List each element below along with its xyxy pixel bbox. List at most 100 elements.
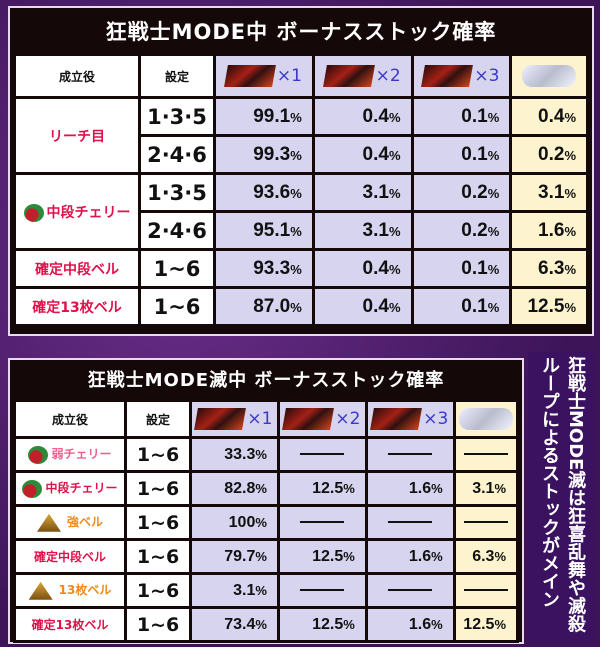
value-cell: — (279, 575, 365, 606)
cherry-icon (23, 203, 44, 222)
value-cell: 79.7% (192, 541, 277, 572)
table-mode: 狂戦士MODE中 ボーナスストック確率 成立役 設定 ×1 ×2 ×3 リーチ目 1·… (8, 6, 594, 336)
value-cell: 0.4% (512, 99, 586, 134)
stock-table: 成立役 設定 ×1×2×3 弱チェリー1~633.3%———中段チェリー1~68… (13, 399, 519, 643)
value-cell: 87.0% (216, 289, 312, 324)
dash: — (300, 453, 345, 456)
role-label: 確定中段ベル (16, 541, 124, 572)
table-row: 中段チェリー 1·3·5 93.6% 3.1% 0.2% 3.1% (16, 175, 586, 248)
value-cell: 93.3% (216, 251, 312, 286)
header-x1: ×1 (216, 56, 312, 96)
dash: — (463, 589, 508, 592)
value-cell: 6.3% (455, 541, 516, 572)
value-cell: 0.4% (314, 251, 411, 286)
bonus-icon (370, 408, 423, 430)
header-setting: 設定 (127, 402, 189, 436)
bonus-icon (421, 65, 474, 87)
value-cell: 100% (192, 507, 277, 538)
table-row: 2·4·6 95.1% 3.1% 0.2% 1.6% (16, 213, 586, 248)
dash: — (388, 589, 433, 592)
value-cell: 0.2% (413, 213, 510, 248)
cherry-icon (28, 445, 49, 464)
value-cell: 12.5% (279, 473, 365, 504)
value-cell: 3.1% (455, 473, 516, 504)
value-cell: 93.6% (216, 175, 312, 210)
value-cell: — (367, 507, 453, 538)
bonus-icon (282, 408, 335, 430)
setting-cell: 2·4·6 (141, 213, 213, 248)
value-cell: 3.1% (314, 213, 411, 248)
table-row: 強ベル1~6100% — — — (16, 507, 516, 538)
header-role: 成立役 (16, 56, 138, 96)
setting-cell: 1~6 (127, 507, 189, 538)
table-row: 確定13枚ベル 1~6 87.0% 0.4% 0.1% 12.5% (16, 289, 586, 324)
value-cell: 0.4% (314, 99, 411, 134)
table-row: 確定中段ベル 1~6 93.3% 0.4% 0.1% 6.3% (16, 251, 586, 286)
role-label: 中段チェリー (16, 175, 138, 248)
value-cell: 12.5% (279, 609, 365, 640)
setting-cell: 1~6 (127, 575, 189, 606)
value-cell: 0.4% (314, 137, 411, 172)
role-label: 13枚ベル (16, 575, 124, 606)
table-mode-metsu: 狂戦士MODE滅中 ボーナスストック確率 成立役 設定 ×1 ×2 ×3 弱チェリー… (8, 358, 524, 644)
value-cell: 0.2% (512, 137, 586, 172)
value-cell: 0.1% (413, 99, 510, 134)
bell-icon (36, 513, 61, 532)
table-row: 2·4·6 99.3% 0.4% 0.1% 0.2% (16, 137, 586, 172)
setting-cell: 1·3·5 (141, 175, 213, 210)
value-cell: 95.1% (216, 213, 312, 248)
setting-cell: 1~6 (127, 439, 189, 470)
value-cell: 73.4% (192, 609, 277, 640)
header-special (512, 56, 586, 96)
value-cell: 82.8% (192, 473, 277, 504)
header-x3: ×3 (367, 402, 453, 436)
setting-cell: 2·4·6 (141, 137, 213, 172)
dash: — (300, 521, 345, 524)
stock-table: 成立役 設定 ×1 ×2 ×3 リーチ目 1·3·5 99.1% 0.4% 0.1% 0.4%… (13, 53, 589, 327)
bonus-icon (322, 65, 375, 87)
value-cell: 0.1% (413, 251, 510, 286)
bonus-icon (223, 65, 276, 87)
header-special (455, 402, 516, 436)
setting-cell: 1~6 (127, 473, 189, 504)
value-cell: 12.5% (279, 541, 365, 572)
value-cell: — (279, 439, 365, 470)
setting-cell: 1~6 (141, 289, 213, 324)
table-row: 確定中段ベル 1~6 79.7% 12.5% 1.6% 6.3% (16, 541, 516, 572)
value-cell: 12.5% (455, 609, 516, 640)
setting-cell: 1·3·5 (141, 99, 213, 134)
value-cell: 1.6% (512, 213, 586, 248)
table-row: リーチ目 1·3·5 99.1% 0.4% 0.1% 0.4% (16, 99, 586, 172)
value-cell: 0.4% (314, 289, 411, 324)
bell-icon (28, 581, 53, 600)
value-cell: — (455, 439, 516, 470)
value-cell: — (455, 507, 516, 538)
value-cell: 0.1% (413, 137, 510, 172)
value-cell: — (367, 439, 453, 470)
table-row: 13枚ベル1~63.1% — — — (16, 575, 516, 606)
value-cell: 1.6% (367, 609, 453, 640)
value-cell: — (455, 575, 516, 606)
value-cell: — (279, 507, 365, 538)
dash: — (463, 453, 508, 456)
dash: — (388, 453, 433, 456)
bonus-icon (194, 408, 247, 430)
special-bonus-logo-icon (458, 408, 513, 430)
table-row: 確定13枚ベル 1~6 73.4% 12.5% 1.6% 12.5% (16, 609, 516, 640)
special-bonus-logo-icon (522, 65, 577, 87)
role-label: 確定中段ベル (16, 251, 138, 286)
value-cell: 33.3% (192, 439, 277, 470)
table-title: 狂戦士MODE滅中 ボーナスストック確率 (87, 370, 445, 391)
setting-cell: 1~6 (127, 609, 189, 640)
role-label: 確定13枚ベル (16, 609, 124, 640)
table-title: 狂戦士MODE中 ボーナスストック確率 (105, 20, 497, 44)
value-cell: 1.6% (367, 541, 453, 572)
side-note: 狂戦士MODE滅は狂喜乱舞や滅殺ループによるストックがメイン (528, 352, 594, 642)
cherry-icon (22, 479, 43, 498)
role-label: 中段チェリー (16, 473, 124, 504)
setting-cell: 1~6 (127, 541, 189, 572)
role-label: 弱チェリー (16, 439, 124, 470)
header-x2: ×2 (314, 56, 411, 96)
header-x3: ×3 (413, 56, 510, 96)
value-cell: — (367, 575, 453, 606)
